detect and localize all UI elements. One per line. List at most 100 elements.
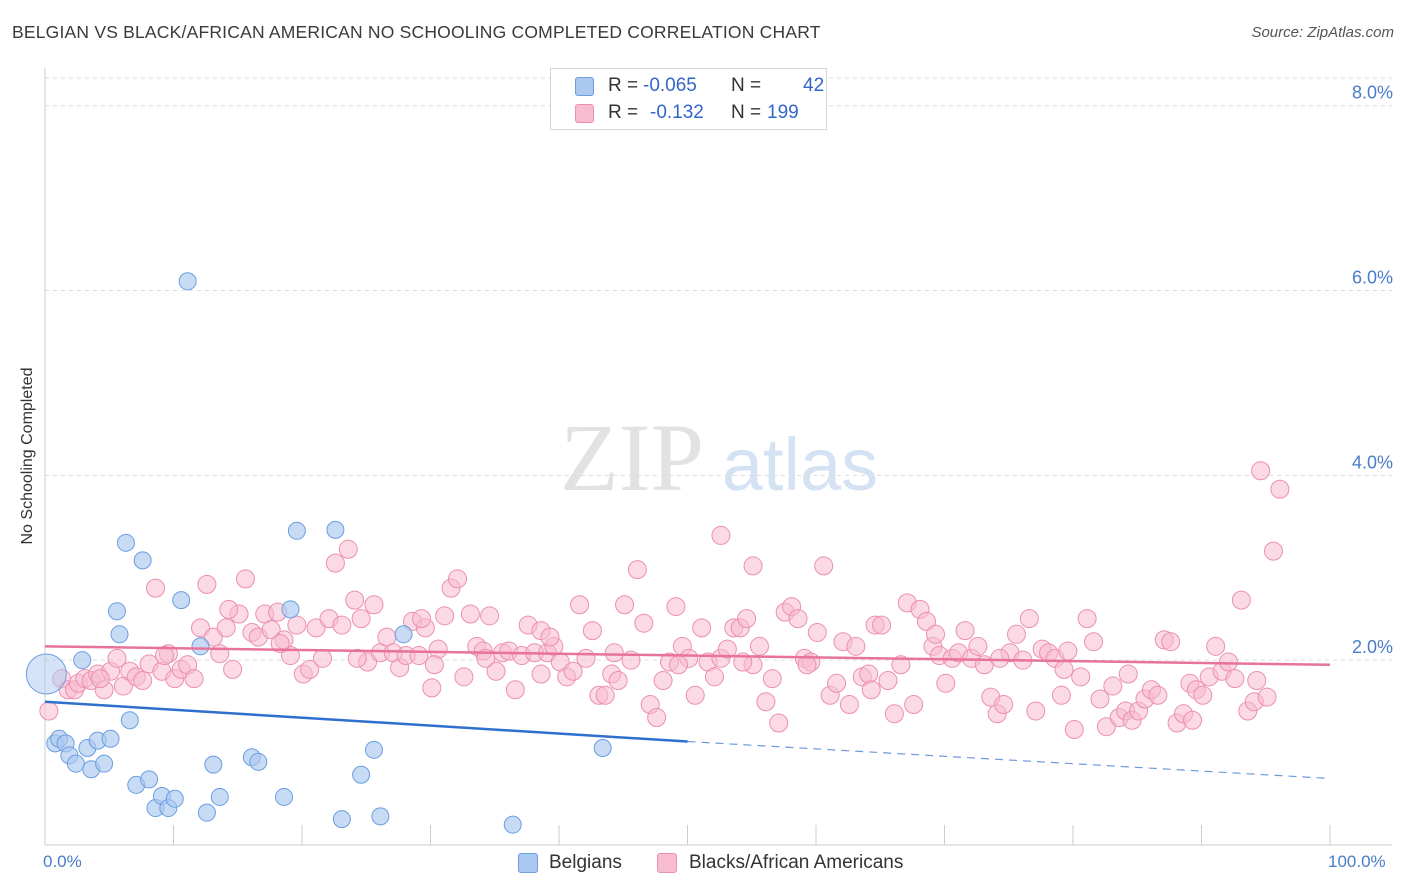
data-point-blacks xyxy=(861,680,881,700)
data-point-blacks xyxy=(540,627,560,647)
data-point-blacks xyxy=(570,595,590,615)
legend-r-value-belgians: -0.065 xyxy=(643,75,697,96)
data-point-blacks xyxy=(146,578,166,598)
data-point-blacks xyxy=(1183,710,1203,730)
y-tick-label: 8.0% xyxy=(1352,83,1393,103)
data-point-blacks xyxy=(1206,636,1226,656)
data-point-blacks xyxy=(155,646,175,666)
data-point-belgians xyxy=(197,803,216,822)
correlation-legend: R = -0.065 N = 42 R = -0.132 N = 199 xyxy=(550,68,827,130)
data-point-blacks xyxy=(904,695,924,715)
data-point-blacks xyxy=(364,595,384,615)
x-tick-min: 0.0% xyxy=(43,852,82,871)
data-point-blacks xyxy=(576,648,596,668)
data-point-blacks xyxy=(769,713,789,733)
data-point-blacks xyxy=(480,606,500,626)
data-point-blacks xyxy=(1006,624,1026,644)
x-tick-max: 100.0% xyxy=(1328,852,1386,871)
data-point-blacks xyxy=(347,648,367,668)
data-point-blacks xyxy=(666,597,686,617)
data-point-blacks xyxy=(717,639,737,659)
data-point-belgians xyxy=(172,591,191,610)
data-point-belgians xyxy=(371,807,390,826)
data-point-blacks xyxy=(345,590,365,610)
data-point-blacks xyxy=(1148,685,1168,705)
data-point-belgians xyxy=(140,770,159,789)
watermark-atlas: atlas xyxy=(722,423,878,506)
data-point-blacks xyxy=(839,695,859,715)
data-point-blacks xyxy=(261,620,281,640)
data-point-belgians xyxy=(133,551,152,570)
data-point-blacks xyxy=(460,604,480,624)
watermark-zip: ZIP xyxy=(560,404,704,511)
legend-n-label: N = xyxy=(731,102,762,123)
data-point-blacks xyxy=(1103,676,1123,696)
data-point-blacks xyxy=(1058,641,1078,661)
data-point-blacks xyxy=(428,639,448,659)
data-point-blacks xyxy=(595,685,615,705)
data-point-blacks xyxy=(582,621,602,641)
data-point-belgians xyxy=(116,533,135,552)
legend-n-value-blacks: 199 xyxy=(767,102,799,123)
trend-lines xyxy=(44,645,1331,780)
data-point-blacks xyxy=(563,661,583,681)
data-point-blacks xyxy=(762,669,782,689)
data-point-blacks xyxy=(749,636,769,656)
data-point-blacks xyxy=(1251,461,1271,481)
data-point-belgians xyxy=(165,789,184,808)
data-point-blacks xyxy=(653,671,673,691)
y-tick-label: 6.0% xyxy=(1352,268,1393,288)
data-point-blacks xyxy=(203,627,223,647)
data-point-blacks xyxy=(955,621,975,641)
data-point-blacks xyxy=(90,669,110,689)
series-legend: Belgians Blacks/African Americans xyxy=(0,851,1406,877)
data-point-blacks xyxy=(878,671,898,691)
data-point-blacks xyxy=(917,611,937,631)
data-point-blacks xyxy=(338,539,358,559)
data-point-belgians xyxy=(107,602,126,621)
data-point-belgians xyxy=(66,754,85,773)
data-point-blacks xyxy=(608,671,628,691)
trend-line-belgians-extrapolated xyxy=(687,740,1331,780)
data-point-blacks xyxy=(1118,664,1138,684)
data-point-blacks xyxy=(737,609,757,629)
data-point-belgians xyxy=(101,729,120,748)
data-point-blacks xyxy=(216,618,236,638)
data-point-belgians xyxy=(191,637,210,656)
data-point-belgians xyxy=(281,600,300,619)
data-point-blacks xyxy=(1193,685,1213,705)
series-belgians-points xyxy=(25,272,612,834)
data-point-blacks xyxy=(926,624,946,644)
legend-swatch-blacks xyxy=(657,853,677,873)
data-point-blacks xyxy=(332,615,352,635)
data-point-blacks xyxy=(807,622,827,642)
y-tick-label: 2.0% xyxy=(1352,637,1393,657)
data-point-blacks xyxy=(325,553,345,573)
legend-n-label: N = xyxy=(731,75,762,96)
data-point-blacks xyxy=(313,648,333,668)
data-point-blacks xyxy=(1026,701,1046,721)
data-point-blacks xyxy=(107,648,127,668)
data-point-blacks xyxy=(994,695,1014,715)
data-point-belgians xyxy=(120,711,139,730)
data-point-blacks xyxy=(1054,659,1074,679)
data-point-blacks xyxy=(1257,687,1277,707)
trend-line-belgians xyxy=(44,700,688,743)
data-point-blacks xyxy=(1270,479,1290,499)
data-point-blacks xyxy=(424,655,444,675)
data-point-blacks xyxy=(1071,667,1091,687)
data-point-blacks xyxy=(756,692,776,712)
data-point-blacks xyxy=(968,636,988,656)
data-point-blacks xyxy=(1096,717,1116,737)
data-point-blacks xyxy=(990,648,1010,668)
data-point-belgians xyxy=(249,752,268,771)
data-point-blacks xyxy=(604,643,624,663)
data-point-blacks xyxy=(287,615,307,635)
data-point-blacks xyxy=(936,673,956,693)
data-point-blacks xyxy=(743,556,763,576)
data-point-blacks xyxy=(223,659,243,679)
data-point-belgians xyxy=(394,625,413,644)
data-point-blacks xyxy=(814,556,834,576)
data-point-blacks xyxy=(827,673,847,693)
data-point-blacks xyxy=(1019,609,1039,629)
